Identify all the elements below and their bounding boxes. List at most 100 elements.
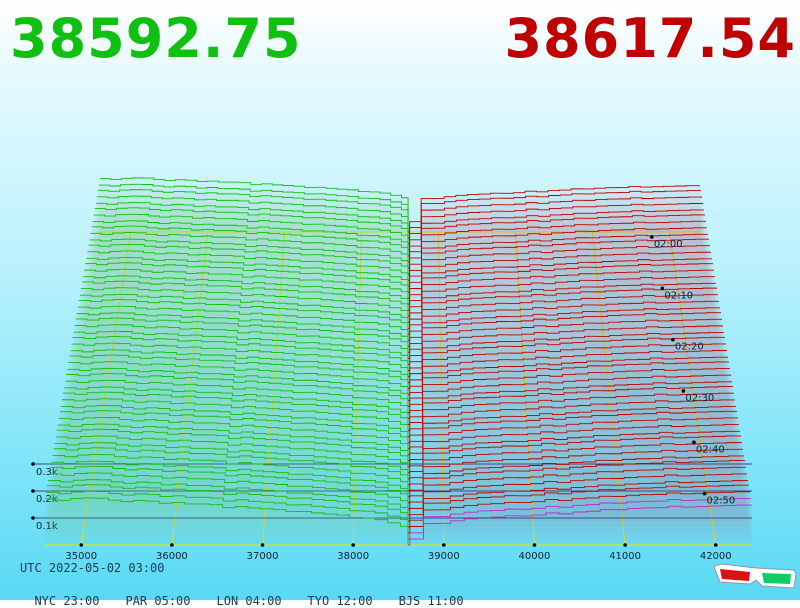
bid-depth-line <box>78 299 409 353</box>
ask-depth-line <box>408 258 712 305</box>
ask-depth-line <box>408 381 732 426</box>
bid-depth-line <box>65 379 409 431</box>
bid-depth-fill <box>97 189 409 245</box>
price-tick-marker <box>713 543 718 547</box>
ask-depth-line <box>408 455 744 498</box>
bid-depth-fill <box>88 244 409 299</box>
bid-depth-line <box>58 416 409 467</box>
bid-depth-line <box>64 386 409 437</box>
time-tick-marker <box>681 389 686 393</box>
bid-depth-fill <box>65 380 409 431</box>
bid-depth-line <box>80 287 409 341</box>
depth-level-marker <box>31 489 35 493</box>
time-tick-label: 02:20 <box>675 342 704 353</box>
bid-depth-line <box>59 410 409 461</box>
price-tick-label: 36000 <box>156 551 188 562</box>
bid-depth-line <box>67 367 409 419</box>
bid-depth-fill <box>70 349 409 401</box>
bid-depth-line <box>48 479 409 527</box>
bid-depth-line <box>100 177 409 232</box>
ask-depth-line <box>408 196 702 245</box>
bid-depth-fill <box>49 472 409 521</box>
bid-depth-line <box>84 268 409 323</box>
bid-depth-line <box>85 262 409 317</box>
price-tick-marker <box>623 543 627 547</box>
bid-depth-line <box>97 189 409 245</box>
ask-depth-line <box>408 185 700 233</box>
bid-depth-fill <box>47 484 409 533</box>
bid-depth-line <box>51 460 409 509</box>
bid-price: 38592.75 <box>10 7 302 70</box>
bid-depth-line <box>69 354 409 407</box>
ask-depth-line <box>408 399 735 444</box>
city-clock-nyc: NYC 23:00 <box>34 594 100 608</box>
bid-depth-line <box>74 324 409 377</box>
time-tick-marker <box>702 491 707 496</box>
time-tick-marker <box>650 235 654 239</box>
bid-depth-line <box>93 213 409 269</box>
bid-depth-fill <box>45 497 409 545</box>
ask-depth-line <box>408 497 751 540</box>
ask-depth-line <box>408 430 740 474</box>
price-tick-label: 38000 <box>337 551 369 562</box>
city-clocks: NYC 23:00 PAR 05:00 LON 04:00 TYO 12:00 BJS … <box>20 580 490 608</box>
ask-depth-line <box>408 386 733 432</box>
bid-depth-line <box>96 195 409 251</box>
price-tick-marker <box>170 543 174 547</box>
bid-depth-fill <box>85 262 409 317</box>
bid-depth-fill <box>50 466 409 515</box>
ask-depth-line <box>408 318 722 365</box>
ask-depth-line <box>408 392 734 438</box>
price-tick-label: 41000 <box>609 551 641 562</box>
ask-depth-line <box>408 473 747 516</box>
depth-level-label: 0.3k <box>36 467 58 478</box>
time-tick-marker <box>692 440 696 445</box>
ask-depth-line <box>408 282 716 329</box>
time-tick-label: 02:00 <box>654 239 683 250</box>
price-tick-marker <box>351 543 355 547</box>
bid-depth-line <box>98 183 409 239</box>
ask-depth-line <box>408 368 730 414</box>
ask-depth-line <box>408 448 743 492</box>
ask-depth-line <box>408 287 717 335</box>
ask-depth-line <box>408 417 738 462</box>
floor-gridline <box>80 231 132 546</box>
bid-depth-line <box>49 472 409 521</box>
ask-depth-line <box>408 332 724 377</box>
ask-depth-line <box>408 424 739 468</box>
utc-time: UTC 2022-05-02 03:00 <box>20 561 165 575</box>
bid-depth-fill <box>91 226 409 281</box>
bid-depth-line <box>75 317 409 371</box>
time-axis: 02:00 02:10 02:20 02:30 02:40 02:50 <box>650 235 735 507</box>
price-tick-label: 39000 <box>428 551 460 562</box>
ask-depth-line <box>408 269 714 317</box>
bid-depth-line <box>56 428 409 479</box>
bid-depth-line <box>45 497 409 545</box>
ask-depth-line <box>408 442 742 486</box>
bid-depth-fill <box>51 461 409 509</box>
bid-depth-line <box>61 398 409 449</box>
ask-depth-line <box>408 466 746 510</box>
price-axis: 35000 36000 37000 38000 39000 40000 41000 42000 <box>65 543 732 562</box>
bid-depth-line <box>87 250 409 305</box>
time-tick-label: 02:40 <box>696 444 725 455</box>
ask-depth-line <box>408 238 709 287</box>
3d-glasses-icon[interactable] <box>712 560 798 592</box>
depth-level-label: 0.2k <box>36 494 58 505</box>
bid-depth-series <box>45 177 409 545</box>
bid-depth-fill <box>53 447 409 497</box>
ask-depth-line <box>408 227 707 275</box>
price-tick-label: 40000 <box>519 551 551 562</box>
city-clock-lon: LON 04:00 <box>216 594 282 608</box>
bid-depth-line <box>62 391 409 443</box>
ask-depth-line <box>408 343 726 389</box>
bid-depth-line <box>94 207 409 263</box>
ask-depth-line <box>408 203 703 251</box>
bid-depth-fill <box>58 417 409 467</box>
bid-depth-line <box>92 220 409 275</box>
bid-depth-line <box>72 336 409 389</box>
bid-depth-line <box>76 312 409 365</box>
ask-depth-line <box>408 294 718 341</box>
bid-depth-line <box>68 361 409 413</box>
bid-depth-line <box>95 202 409 257</box>
